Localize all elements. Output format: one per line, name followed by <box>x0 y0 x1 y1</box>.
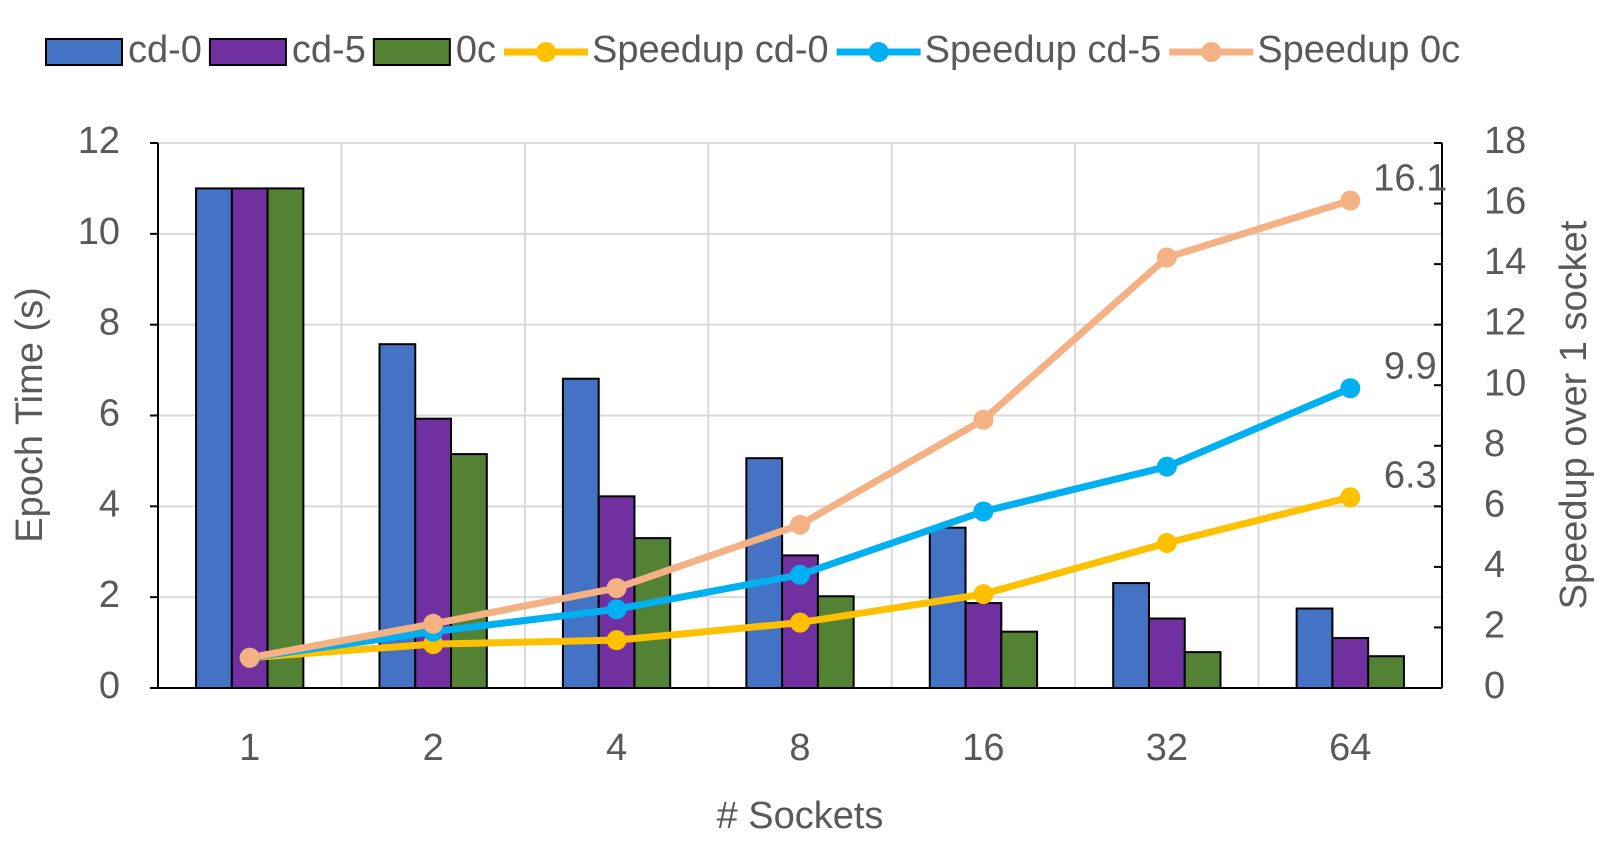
x-tick-label: 64 <box>1329 727 1371 769</box>
bar <box>1000 630 1039 690</box>
x-axis-title: # Sockets <box>717 795 884 837</box>
legend-swatch <box>208 38 287 66</box>
bar <box>964 602 1003 690</box>
bar <box>928 526 967 689</box>
legend-label: cd-5 <box>292 29 366 71</box>
line-marker <box>973 501 994 522</box>
y2-tick-label: 10 <box>1484 362 1526 404</box>
legend-label: cd-0 <box>128 29 202 71</box>
y2-tick-label: 4 <box>1484 544 1505 586</box>
line-marker <box>1156 247 1177 268</box>
line-marker <box>1340 378 1361 399</box>
line-marker <box>1156 456 1177 477</box>
x-tick-label: 8 <box>789 727 810 769</box>
y2-tick-label: 0 <box>1484 665 1505 707</box>
x-tick-label: 2 <box>423 727 444 769</box>
legend-label: Speedup cd-5 <box>925 29 1162 71</box>
y2-tick-label: 14 <box>1484 241 1526 283</box>
y-tick-label: 8 <box>99 302 120 344</box>
y-tick-label: 4 <box>99 483 120 525</box>
legend-swatch <box>868 42 889 62</box>
bar <box>1183 651 1222 690</box>
y-tick-label: 0 <box>99 665 120 707</box>
y-tick-label: 6 <box>99 393 120 435</box>
data-label: 16.1 <box>1373 158 1447 200</box>
bar <box>1295 607 1334 689</box>
bar <box>816 595 855 690</box>
y2-tick-label: 16 <box>1484 181 1526 223</box>
x-tick-label: 1 <box>239 727 260 769</box>
bar <box>1112 582 1150 690</box>
bar <box>745 457 784 690</box>
line-marker <box>1340 190 1361 211</box>
line-marker <box>606 630 627 651</box>
data-label: 6.3 <box>1384 454 1437 496</box>
y-tick-label: 12 <box>78 120 120 162</box>
line-marker <box>423 613 444 634</box>
legend-label: Speedup 0c <box>1257 29 1460 71</box>
bar <box>633 537 672 689</box>
legend-swatch <box>372 38 451 66</box>
legend-label: 0c <box>456 29 496 71</box>
bar <box>230 187 269 690</box>
bar <box>195 187 233 690</box>
y-axis-title: Epoch Time (s) <box>9 287 51 543</box>
legend-label: Speedup cd-0 <box>592 29 829 71</box>
line-marker <box>973 409 994 430</box>
line-marker <box>1156 532 1177 553</box>
y-tick-label: 10 <box>78 211 120 253</box>
bar <box>266 187 305 690</box>
line-marker <box>606 599 627 620</box>
x-tick-label: 4 <box>606 727 627 769</box>
bar <box>1331 637 1370 690</box>
bar <box>1147 617 1186 690</box>
bar <box>1367 655 1405 689</box>
y2-tick-label: 12 <box>1484 302 1526 344</box>
y-tick-label: 2 <box>99 574 120 616</box>
y2-axis-title: Speedup over 1 socket <box>1553 220 1595 609</box>
line-marker <box>239 647 260 668</box>
legend-swatch <box>535 42 556 62</box>
legend-swatch <box>1201 42 1222 62</box>
line-marker <box>790 564 810 585</box>
line-marker <box>1340 487 1361 508</box>
line-marker <box>790 612 810 633</box>
line-marker <box>973 584 994 605</box>
data-label: 9.9 <box>1384 345 1437 387</box>
y2-tick-label: 6 <box>1484 483 1505 525</box>
bar <box>450 453 488 689</box>
y2-tick-label: 8 <box>1484 423 1505 465</box>
line-marker <box>606 578 627 599</box>
y2-tick-label: 18 <box>1484 120 1526 162</box>
y2-tick-label: 2 <box>1484 604 1505 646</box>
line-marker <box>790 514 810 535</box>
x-tick-label: 16 <box>962 727 1004 769</box>
x-tick-label: 32 <box>1146 727 1188 769</box>
legend-swatch <box>45 38 123 66</box>
